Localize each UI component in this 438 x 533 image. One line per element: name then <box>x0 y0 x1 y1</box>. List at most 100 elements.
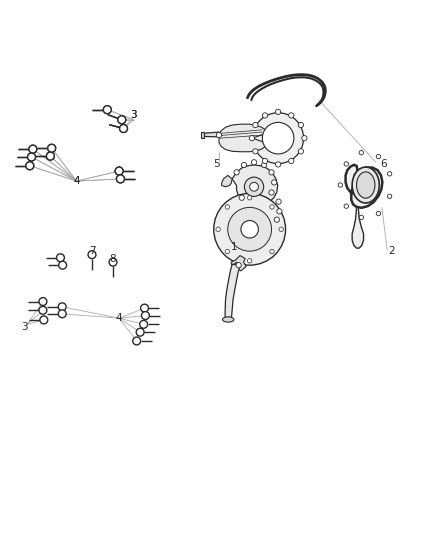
Circle shape <box>115 167 123 175</box>
Circle shape <box>253 123 258 128</box>
Circle shape <box>251 159 257 165</box>
Circle shape <box>289 113 294 118</box>
Circle shape <box>376 155 381 159</box>
Polygon shape <box>222 175 232 187</box>
Circle shape <box>276 162 281 167</box>
Text: 7: 7 <box>88 246 95 256</box>
Circle shape <box>279 227 283 231</box>
Circle shape <box>28 153 35 161</box>
Circle shape <box>216 227 220 231</box>
Circle shape <box>216 133 222 138</box>
Circle shape <box>234 169 239 175</box>
Circle shape <box>28 153 35 161</box>
Ellipse shape <box>352 167 379 203</box>
Circle shape <box>277 209 282 214</box>
Circle shape <box>225 249 230 254</box>
Circle shape <box>46 152 54 160</box>
Circle shape <box>40 316 48 324</box>
Circle shape <box>344 204 349 208</box>
Circle shape <box>344 161 349 166</box>
Circle shape <box>388 172 392 176</box>
Text: 4: 4 <box>73 176 80 186</box>
Circle shape <box>241 163 247 167</box>
Text: 8: 8 <box>110 254 117 264</box>
Circle shape <box>48 144 56 152</box>
Circle shape <box>88 251 96 259</box>
Circle shape <box>120 125 127 133</box>
Polygon shape <box>201 132 204 138</box>
Polygon shape <box>346 165 382 208</box>
Circle shape <box>289 158 294 164</box>
Circle shape <box>228 207 272 251</box>
Circle shape <box>120 125 127 133</box>
Circle shape <box>270 249 274 254</box>
Circle shape <box>239 195 244 200</box>
Circle shape <box>376 211 381 216</box>
Polygon shape <box>219 124 268 152</box>
Circle shape <box>253 113 304 164</box>
Circle shape <box>298 123 304 128</box>
Polygon shape <box>232 165 278 206</box>
Circle shape <box>247 259 252 263</box>
Circle shape <box>272 180 277 185</box>
Text: 4: 4 <box>73 176 80 186</box>
Circle shape <box>29 145 37 153</box>
Polygon shape <box>352 207 364 248</box>
Circle shape <box>39 297 47 305</box>
Circle shape <box>117 175 124 183</box>
Circle shape <box>338 183 343 187</box>
Circle shape <box>388 194 392 198</box>
Text: 1: 1 <box>231 242 238 252</box>
Circle shape <box>270 205 274 209</box>
Circle shape <box>57 254 64 262</box>
Circle shape <box>48 144 56 152</box>
Circle shape <box>262 123 294 154</box>
Circle shape <box>46 152 54 160</box>
Circle shape <box>214 193 286 265</box>
Polygon shape <box>231 255 246 271</box>
Circle shape <box>29 145 37 153</box>
Circle shape <box>109 258 117 266</box>
Text: 3: 3 <box>130 110 137 120</box>
Text: 5: 5 <box>213 159 220 168</box>
Circle shape <box>249 135 254 141</box>
Polygon shape <box>203 132 219 137</box>
Circle shape <box>241 221 258 238</box>
Circle shape <box>39 306 47 314</box>
Circle shape <box>58 303 66 311</box>
Text: 2: 2 <box>389 246 396 256</box>
Circle shape <box>117 175 124 183</box>
Ellipse shape <box>357 172 375 198</box>
Circle shape <box>136 328 144 336</box>
Circle shape <box>118 116 126 124</box>
Circle shape <box>140 320 148 328</box>
Circle shape <box>26 162 34 169</box>
Text: 6: 6 <box>380 159 387 168</box>
Circle shape <box>261 163 267 167</box>
Circle shape <box>118 116 126 124</box>
Circle shape <box>59 261 67 269</box>
Circle shape <box>302 135 307 141</box>
Circle shape <box>103 106 111 114</box>
Circle shape <box>236 263 241 268</box>
Circle shape <box>141 312 149 319</box>
Circle shape <box>276 109 281 115</box>
Circle shape <box>244 177 264 197</box>
Circle shape <box>269 169 274 175</box>
Circle shape <box>141 304 148 312</box>
Circle shape <box>298 149 304 154</box>
Circle shape <box>225 205 230 209</box>
Circle shape <box>262 158 268 164</box>
Text: 4: 4 <box>116 313 123 323</box>
Circle shape <box>269 190 274 195</box>
Circle shape <box>276 199 281 204</box>
Circle shape <box>26 162 34 169</box>
Circle shape <box>262 113 268 118</box>
Circle shape <box>359 215 364 220</box>
Circle shape <box>103 106 111 114</box>
Circle shape <box>247 196 252 200</box>
Ellipse shape <box>223 317 234 322</box>
Circle shape <box>253 149 258 154</box>
Text: 3: 3 <box>21 321 28 332</box>
Circle shape <box>133 337 141 345</box>
